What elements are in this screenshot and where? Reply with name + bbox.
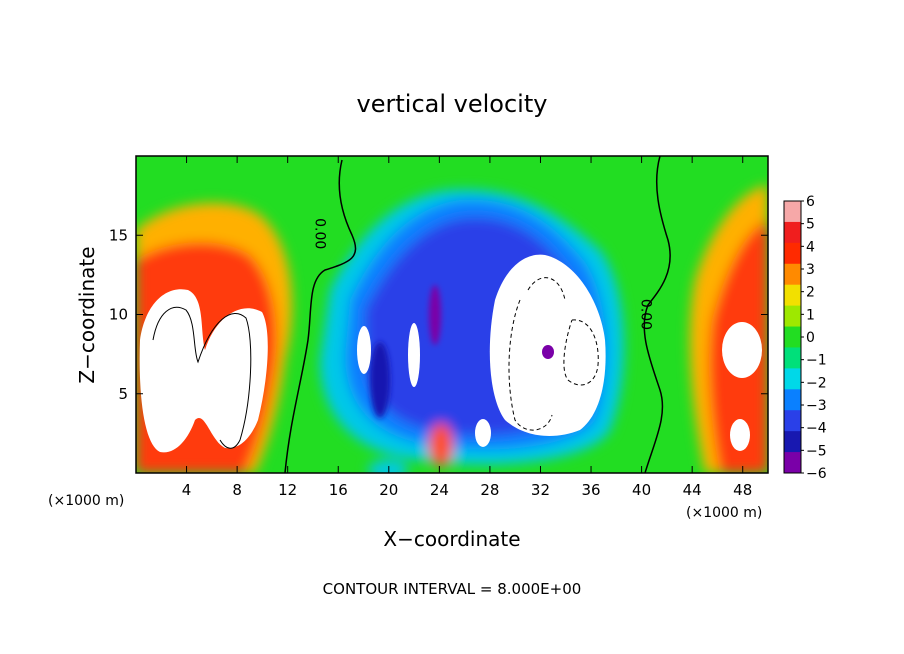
x-tick-label: 28 [480, 481, 499, 499]
colorbar-label: −1 [806, 353, 827, 369]
y-axis-label: Z−coordinate [75, 246, 99, 383]
y-tick-label: 5 [118, 385, 128, 403]
contour-label: 0.00 [638, 299, 654, 330]
x-tick-label: 12 [278, 481, 297, 499]
colorbar-swatch [784, 242, 801, 265]
x-tick-label: 32 [531, 481, 550, 499]
x-tick-label: 40 [632, 481, 651, 499]
x-tick-label: 24 [430, 481, 449, 499]
colorbar-label: −4 [806, 421, 827, 437]
colorbar-label: 5 [806, 217, 815, 233]
colorbar-swatch [784, 368, 801, 390]
colorbar-label: −3 [806, 398, 827, 414]
colorbar-label: 1 [806, 307, 815, 323]
colorbar-label: 4 [806, 239, 815, 255]
contour-label: 0.00 [311, 218, 327, 249]
colorbar-label: 6 [806, 194, 815, 210]
heatmap-field [136, 156, 768, 473]
y-tick-label: 10 [109, 306, 128, 324]
y-axis: 5 10 15 [109, 226, 768, 403]
colorbar-swatch [784, 201, 801, 223]
x-unit-left: (×1000 m) [48, 493, 124, 509]
colorbar-swatch [784, 452, 801, 474]
x-tick-label: 36 [581, 481, 600, 499]
colorbar-label: 2 [806, 285, 815, 301]
colorbar-swatch [784, 431, 801, 453]
colorbar-label: −6 [806, 466, 827, 482]
y-tick-label: 15 [109, 226, 128, 244]
x-unit-right: (×1000 m) [686, 505, 762, 521]
x-tick-label: 4 [182, 481, 192, 499]
x-axis: 4 8 12 16 20 24 28 32 36 40 44 48 [182, 156, 752, 499]
colorbar-label: −2 [806, 375, 827, 391]
colorbar-swatch [784, 263, 801, 286]
colorbar-swatch [784, 347, 801, 369]
x-tick-label: 20 [379, 481, 398, 499]
contour-interval-note: CONTOUR INTERVAL = 8.000E+00 [323, 580, 582, 598]
colorbar-swatch [784, 326, 801, 348]
colorbar-swatch [784, 305, 801, 328]
contour-labels: 0.00 0.00 [311, 218, 653, 330]
colorbar-label: 3 [806, 262, 815, 278]
x-tick-label: 48 [733, 481, 752, 499]
colorbar-swatch [784, 221, 801, 244]
x-tick-label: 8 [232, 481, 242, 499]
colorbar-label: 0 [806, 330, 815, 346]
colorbar-swatch [784, 410, 801, 432]
colorbar-swatch [784, 284, 801, 307]
colorbar: 6 5 4 3 2 1 0 −1 −2 −3 −4 −5 −6 [783, 194, 827, 482]
colorbar-swatch [784, 389, 801, 411]
x-tick-label: 16 [329, 481, 348, 499]
chart-title: vertical velocity [357, 90, 548, 118]
colorbar-label: −5 [806, 443, 827, 459]
x-axis-label: X−coordinate [383, 527, 520, 551]
x-tick-label: 44 [683, 481, 702, 499]
